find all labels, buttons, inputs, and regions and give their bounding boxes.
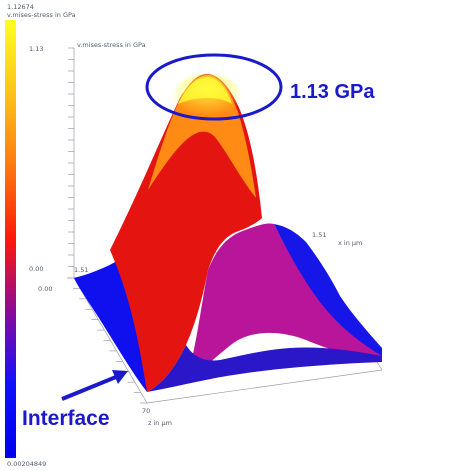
colorbar-title: v.mises-stress in GPa (7, 11, 76, 19)
stress-surface (74, 74, 382, 392)
x-axis-title: x in µm (338, 239, 362, 247)
surface-main-hill (110, 74, 262, 392)
vertical-axis-ticks (68, 47, 74, 279)
surface-peak-glow (173, 74, 241, 118)
vertical-axis-title: v.mises-stress in GPa (77, 41, 146, 49)
axis-labels: v.mises-stress in GPa 1.13 0.00 0.00 1.5… (29, 41, 362, 427)
colorbar-max-label: 1.12674 (7, 3, 34, 11)
peak-value-label: 1.13 GPa (290, 81, 375, 103)
interface-label: Interface (22, 407, 110, 430)
colorbar-min-label: 0.00204849 (7, 460, 46, 468)
interface-arrow-head (112, 370, 128, 384)
z-axis-zero-tick: 0.00 (38, 285, 52, 293)
surface-right-slope (186, 223, 382, 382)
peak-highlight-ellipse (145, 53, 283, 121)
surface-front-blue-lip (147, 345, 382, 392)
interface-arrow-line (61, 375, 117, 401)
z-axis-start-tick: 1.51 (74, 266, 88, 274)
colorbar-bar (5, 20, 16, 458)
z-axis-title: z in µm (148, 419, 172, 427)
vertical-axis-top-tick: 1.13 (29, 45, 43, 53)
vertical-axis-bottom-tick: 0.00 (29, 265, 43, 273)
surface-right-blue-rim (274, 224, 382, 356)
front-edge-line (146, 369, 383, 404)
colorbar: 1.12674 v.mises-stress in GPa 0.00204849 (5, 3, 76, 468)
x-axis-end-tick: 1.51 (312, 231, 326, 239)
annotations: 1.13 GPa Interface (22, 53, 375, 430)
z-axis-end-tick: 70 (142, 407, 150, 415)
